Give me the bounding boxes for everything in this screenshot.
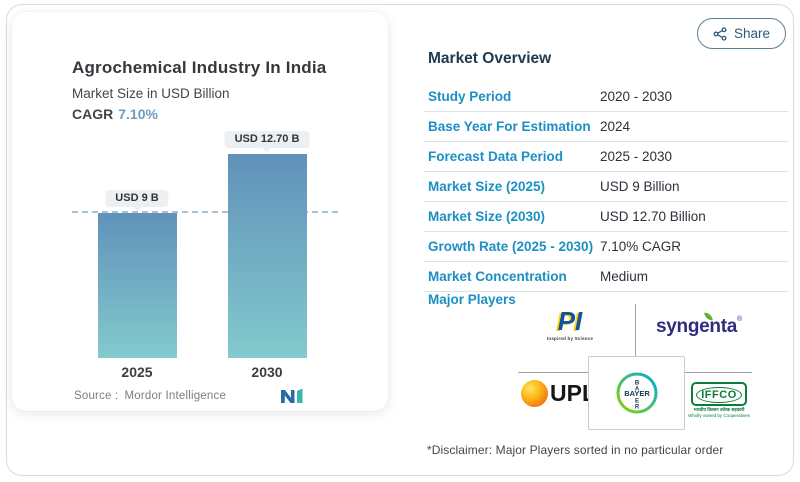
iffco-logo-frame: IFFCO bbox=[691, 382, 747, 406]
upl-logo: UPL bbox=[521, 380, 596, 407]
overview-title: Market Overview bbox=[428, 50, 552, 67]
registered-mark: ® bbox=[737, 316, 742, 323]
player-connector-left bbox=[518, 372, 588, 373]
row-value: 2020 - 2030 bbox=[600, 89, 673, 104]
overview-table: Study Period 2020 - 2030 Base Year For E… bbox=[424, 82, 788, 292]
chart-title: Agrochemical Industry In India bbox=[72, 58, 327, 77]
bar-value-label-2025: USD 9 B bbox=[105, 190, 169, 208]
iffco-tagline: Wholly owned by Cooperatives bbox=[688, 413, 750, 418]
bar-2030 bbox=[228, 153, 307, 358]
cagr-label: CAGR bbox=[72, 106, 114, 122]
pi-logo-tagline: Inspired by Science bbox=[546, 336, 594, 341]
player-connector-right bbox=[683, 372, 752, 373]
pi-industries-logo: PI Inspired by Science bbox=[546, 308, 594, 341]
player-connector-vertical bbox=[635, 304, 636, 357]
bar-value-label-2030: USD 12.70 B bbox=[224, 130, 310, 148]
iffco-logo-text: IFFCO bbox=[696, 387, 742, 403]
row-label: Growth Rate (2025 - 2030) bbox=[428, 239, 594, 254]
bayer-logo: B A BAYER E R bbox=[616, 372, 657, 414]
share-nodes-icon bbox=[713, 26, 727, 41]
overview-row-market-size-2025: Market Size (2025) USD 9 Billion bbox=[424, 172, 788, 202]
row-label: Study Period bbox=[428, 89, 512, 104]
row-value: 7.10% CAGR bbox=[600, 239, 682, 254]
bayer-vertical-letter: E bbox=[634, 399, 638, 405]
bayer-vertical-letter: B bbox=[634, 381, 639, 387]
row-value: Medium bbox=[600, 269, 649, 284]
upl-sphere-icon bbox=[521, 380, 548, 407]
x-axis-label-2025: 2025 bbox=[121, 364, 153, 380]
source-attribution: Source : Mordor Intelligence bbox=[74, 390, 226, 402]
bayer-logo-box: B A BAYER E R bbox=[588, 356, 685, 430]
mordor-intelligence-logo bbox=[281, 388, 303, 403]
overview-row-forecast-period: Forecast Data Period 2025 - 2030 bbox=[424, 142, 788, 172]
row-label: Market Size (2025) bbox=[428, 179, 546, 194]
chart-card: Agrochemical Industry In India Market Si… bbox=[12, 12, 388, 411]
overview-row-study-period: Study Period 2020 - 2030 bbox=[424, 82, 788, 112]
page-border bbox=[6, 4, 794, 476]
reference-dashline bbox=[72, 211, 338, 214]
row-value: USD 9 Billion bbox=[600, 179, 680, 194]
iffco-logo: IFFCO भारतीय किसान उर्वरक सहकारी Wholly … bbox=[688, 382, 750, 418]
row-label: Market Size (2030) bbox=[428, 209, 546, 224]
share-button-label: Share bbox=[734, 26, 771, 41]
row-value: USD 12.70 Billion bbox=[600, 209, 706, 224]
syngenta-logo-text: syngenta bbox=[656, 316, 738, 337]
bayer-vertical-letter: R bbox=[634, 405, 639, 411]
source-value: Mordor Intelligence bbox=[124, 390, 227, 402]
row-label: Market Concentration bbox=[428, 269, 567, 284]
row-value: 2025 - 2030 bbox=[600, 149, 673, 164]
overview-row-market-concentration: Market Concentration Medium bbox=[424, 262, 788, 292]
pi-logo-text: PI bbox=[557, 306, 583, 336]
cagr-value: 7.10% bbox=[118, 106, 158, 122]
overview-row-market-size-2030: Market Size (2030) USD 12.70 Billion bbox=[424, 202, 788, 232]
source-label: Source : bbox=[74, 390, 119, 402]
row-label: Base Year For Estimation bbox=[428, 119, 591, 134]
x-axis-label-2030: 2030 bbox=[251, 364, 283, 380]
overview-row-base-year: Base Year For Estimation 2024 bbox=[424, 112, 788, 142]
row-label: Forecast Data Period bbox=[428, 149, 564, 164]
share-button[interactable]: Share bbox=[697, 18, 787, 49]
row-value: 2024 bbox=[600, 119, 631, 134]
bayer-horizontal-word: BAYER bbox=[624, 389, 650, 398]
bar-2025 bbox=[98, 213, 177, 358]
chart-subtitle: Market Size in USD Billion bbox=[72, 86, 230, 101]
bayer-vertical-letter: A bbox=[634, 387, 639, 393]
major-players-label: Major Players bbox=[428, 292, 516, 307]
chart-cagr: CAGR 7.10% bbox=[72, 106, 158, 122]
syngenta-logo: syngenta® bbox=[656, 311, 742, 338]
iffco-hindi-tagline: भारतीय किसान उर्वरक सहकारी bbox=[693, 407, 745, 412]
disclaimer-text: *Disclaimer: Major Players sorted in no … bbox=[427, 443, 724, 457]
overview-row-growth-rate: Growth Rate (2025 - 2030) 7.10% CAGR bbox=[424, 232, 788, 262]
